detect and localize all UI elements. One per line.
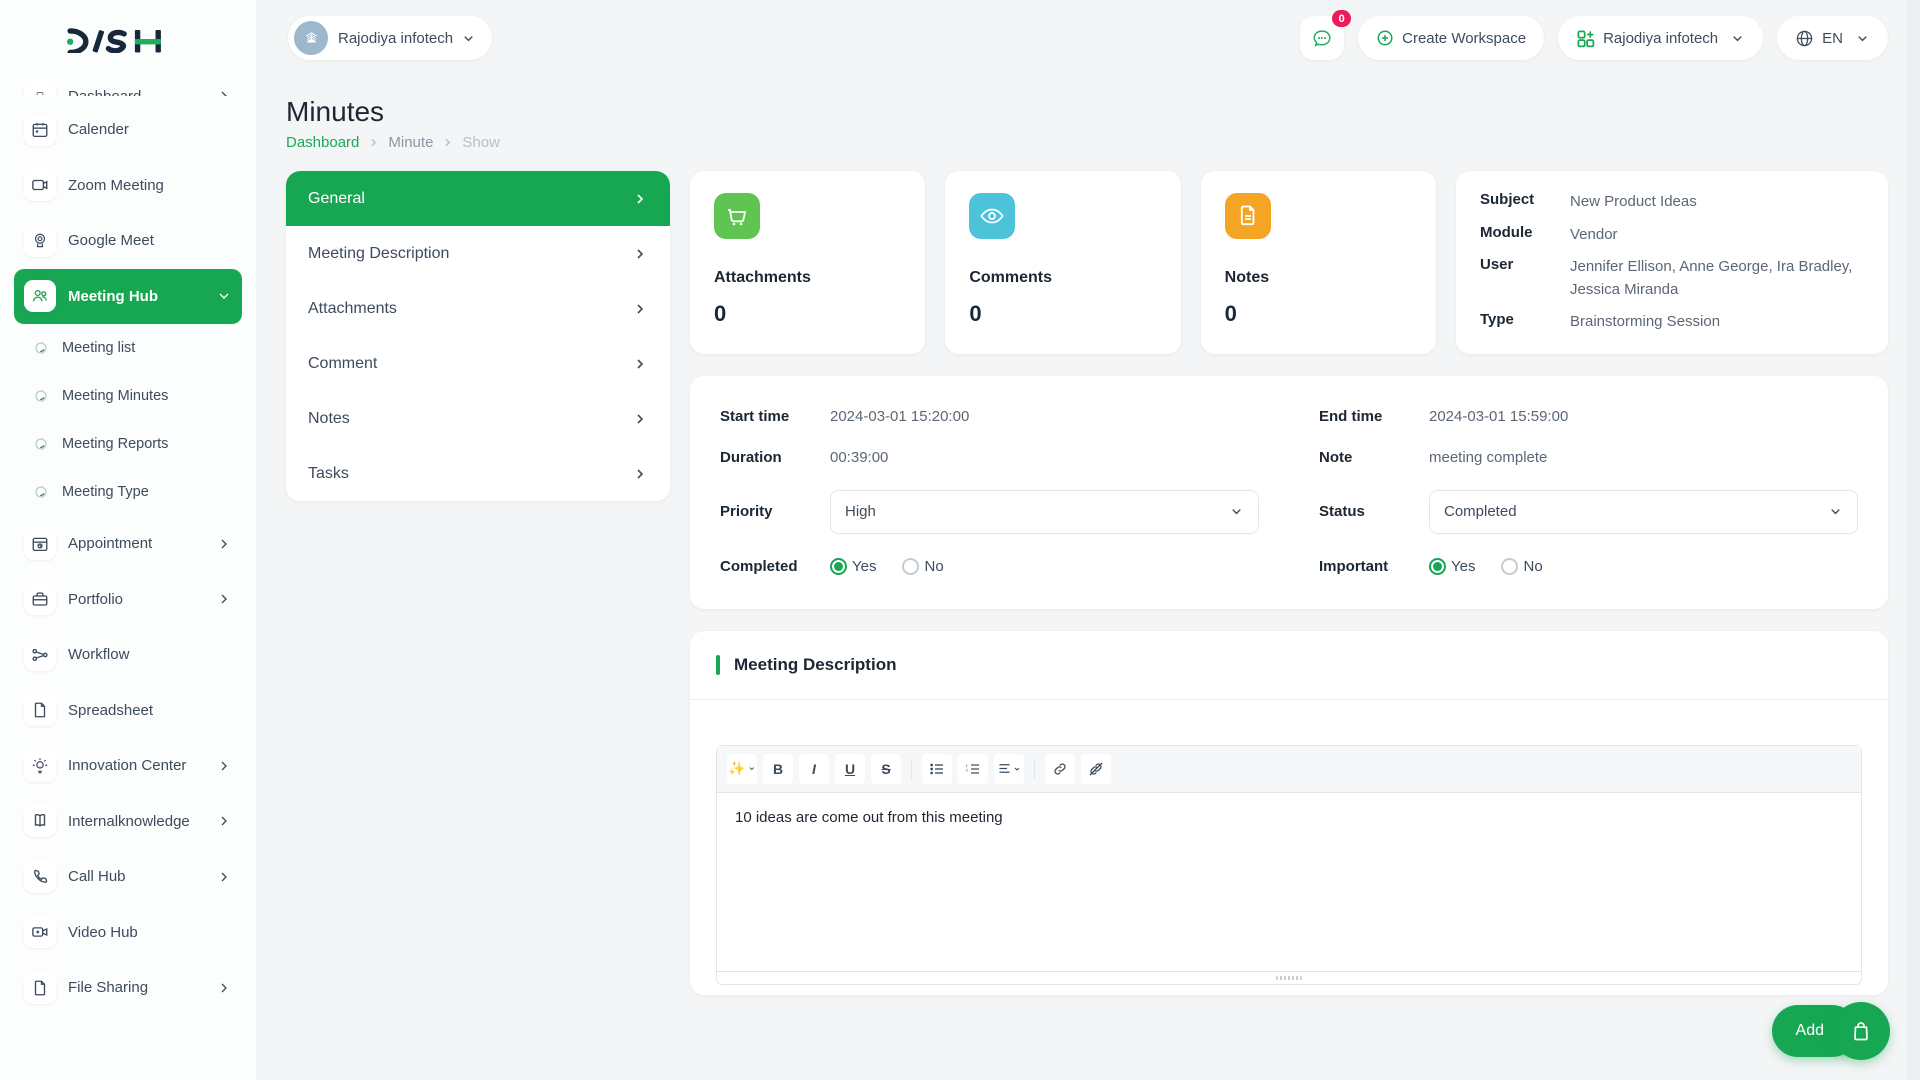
- svg-text:2: 2: [966, 767, 969, 772]
